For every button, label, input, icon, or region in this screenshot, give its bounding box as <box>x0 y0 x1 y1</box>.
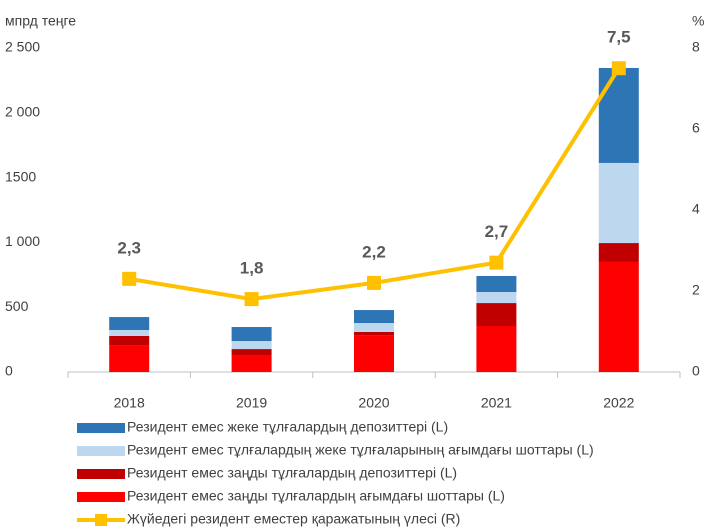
bar-segment <box>109 335 150 346</box>
line-marker <box>611 61 626 76</box>
y-tick-label: 2 500 <box>5 39 40 55</box>
legend-swatch <box>77 446 125 456</box>
bar-segment <box>109 317 150 331</box>
bar-segment <box>598 162 639 244</box>
bar-segment <box>109 345 150 372</box>
y2-tick-label: 4 <box>692 201 700 217</box>
data-label: 2,2 <box>362 242 386 261</box>
data-label: 7,5 <box>607 28 631 47</box>
data-label: 1,8 <box>240 259 264 278</box>
legend-swatch <box>77 492 125 502</box>
y-tick-label: 1500 <box>5 168 36 184</box>
y-tick-label: 1 000 <box>5 233 40 249</box>
bar-segment <box>476 292 517 304</box>
legend-label: Жүйедегі резидент еместер қаражатының үл… <box>127 511 460 527</box>
y2-tick-label: 0 <box>692 363 700 379</box>
x-tick-label: 2018 <box>114 395 145 411</box>
bar-segment <box>598 261 639 372</box>
y-tick-label: 0 <box>5 363 13 379</box>
data-label: 2,3 <box>117 238 141 257</box>
bar-segment <box>231 355 272 372</box>
legend-label: Резидент емес жеке тұлғалардың депозитте… <box>127 419 448 435</box>
legend-label: Резидент емес тұлғалардың жеке тұлғалары… <box>127 442 594 458</box>
line <box>128 67 621 302</box>
legend-label: Резидент емес заңды тұлғалардың депозитт… <box>127 465 457 481</box>
bar-segment <box>598 243 639 262</box>
legend-label: Резидент емес заңды тұлғалардың ағымдағы… <box>127 488 505 504</box>
line-marker <box>489 255 504 270</box>
y2-tick-label: 8 <box>692 39 700 55</box>
y2-tick-label: 6 <box>692 120 700 136</box>
bar-segment <box>476 325 517 372</box>
bar-segment <box>354 335 394 372</box>
bar-segment <box>231 349 272 356</box>
bar-segment <box>354 310 394 324</box>
line-marker <box>244 292 259 307</box>
bar-segment <box>231 327 272 342</box>
legend-swatch <box>77 423 125 433</box>
bar-segment <box>354 323 394 332</box>
legend-swatch <box>77 469 125 479</box>
legend-swatch <box>95 514 107 526</box>
y-tick-label: 500 <box>5 298 29 314</box>
y2-axis-label: % <box>692 13 704 29</box>
bar-segment <box>476 303 517 326</box>
bar-segment <box>476 275 517 293</box>
y-axis-label: мпрд теңге <box>5 13 76 29</box>
line-marker <box>122 271 137 286</box>
x-tick-label: 2021 <box>481 395 512 411</box>
x-tick-label: 2020 <box>358 395 389 411</box>
x-tick-label: 2022 <box>603 395 634 411</box>
bar-segment <box>354 331 394 336</box>
y-tick-label: 2 000 <box>5 104 40 120</box>
line-marker <box>367 275 381 290</box>
bar-segment <box>598 67 639 163</box>
bar-segment <box>109 330 150 336</box>
y2-tick-label: 2 <box>692 282 700 298</box>
bar-segment <box>231 341 272 350</box>
data-label: 2,7 <box>485 222 509 241</box>
x-tick-label: 2019 <box>236 395 267 411</box>
